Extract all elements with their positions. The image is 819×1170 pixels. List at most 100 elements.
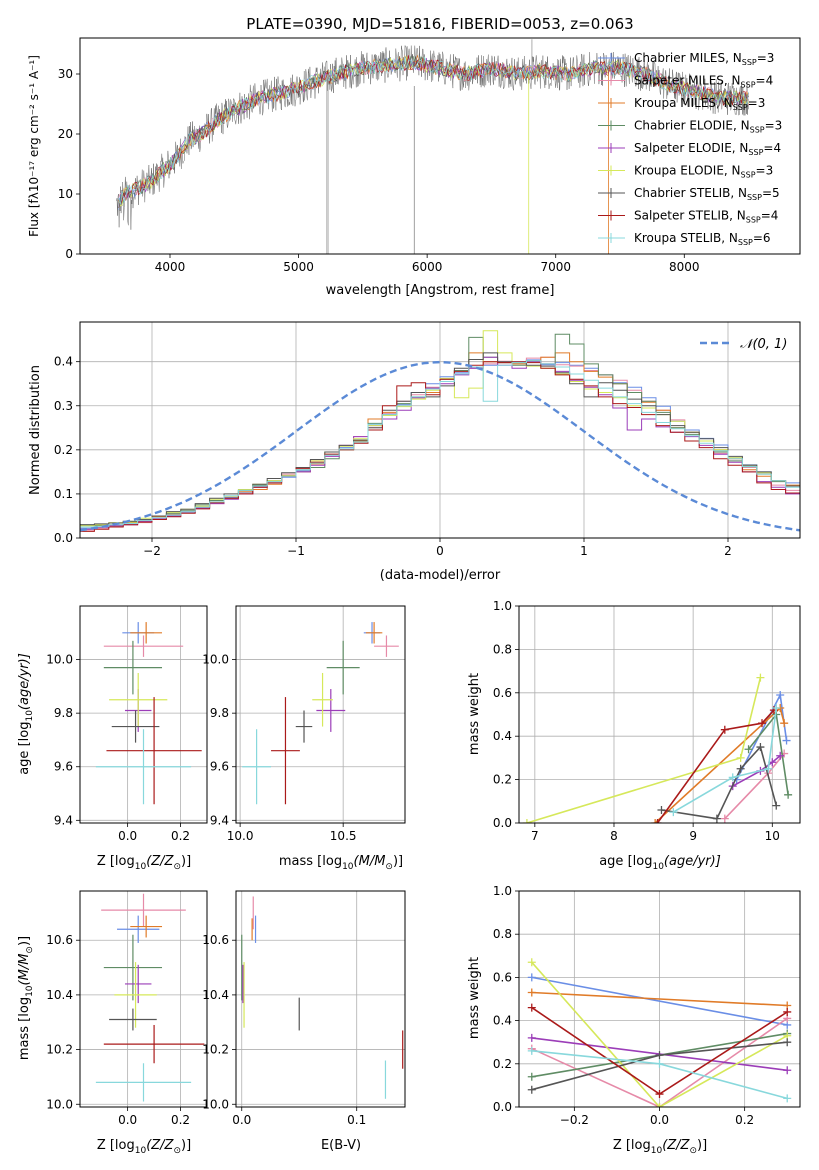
x-tick-label: 0.0: [118, 1113, 137, 1127]
axes-frame: [79, 605, 208, 824]
y-tick-label: 9.8: [210, 706, 229, 720]
wage-xlabel: age [log10(age/yr)]: [599, 854, 721, 872]
y-tick-label: 0.8: [493, 927, 512, 941]
x-tick-label: −2: [143, 544, 161, 558]
wz-ylabel: mass weight: [467, 957, 482, 1039]
mass-weight-marker: [655, 1090, 664, 1099]
mass-weight-marker: [669, 808, 678, 817]
y-tick-label: 30: [58, 67, 73, 81]
plot-area: [527, 958, 792, 1107]
mass-weight-marker: [776, 751, 785, 760]
mass-weight-marker: [764, 764, 773, 773]
plot-area: [242, 622, 399, 805]
residual-distribution-plot: −2 −1 0 1 2 0.0 0.1 0.2 0.3 0.4: [54, 321, 801, 558]
y-tick-label: 10.0: [46, 1097, 73, 1111]
age-vs-metallicity-plot: 0.0 0.2 9.4 9.6 9.8 10.0: [46, 605, 208, 843]
age-vs-mass-plot: 10.0 10.5 9.4 9.6 9.8 10.0: [202, 605, 406, 843]
mass-weight-marker: [776, 690, 785, 699]
mass-weight-marker: [527, 1072, 536, 1081]
y-tick-label: 10.4: [46, 988, 73, 1002]
y-tick-label: 10: [58, 187, 73, 201]
model-spectrum-line: [118, 55, 749, 208]
mass-weight-marker: [720, 725, 729, 734]
spectrum-legend: Chabrier MILES, NSSP=3 Salpeter MILES, NS…: [598, 51, 782, 247]
axes-frame: [518, 890, 801, 1108]
plot-area: [115, 39, 749, 254]
x-tick-label: 0.2: [171, 829, 190, 843]
y-tick-label: 0: [65, 247, 73, 261]
mass-weight-marker: [527, 1046, 536, 1055]
x-tick-label: 10.0: [227, 829, 254, 843]
x-tick-label: −1: [287, 544, 305, 558]
mass-weight-marker: [651, 819, 660, 823]
mass-weight-marker: [758, 719, 767, 728]
x-tick-label: 0.0: [650, 1113, 669, 1127]
x-tick-label: 7: [531, 829, 539, 843]
mass-weight-line: [672, 707, 778, 813]
spectrum-plot: 4000 5000 6000 7000 8000 0 10 20 30: [58, 37, 801, 274]
x-tick-label: 0.1: [347, 1113, 366, 1127]
y-tick-label: 0.0: [493, 816, 512, 830]
y-tick-label: 0.1: [54, 487, 73, 501]
mass-weight-marker: [756, 673, 765, 682]
x-tick-label: 0.0: [232, 1113, 251, 1127]
x-tick-label: 5000: [283, 260, 314, 274]
mass-weight-marker: [527, 1085, 536, 1094]
mass-weight-marker: [783, 1007, 792, 1016]
ebv-xlabel: E(B-V): [321, 1138, 361, 1153]
x-tick-label: 8: [610, 829, 618, 843]
y-tick-label: 0.0: [54, 531, 73, 545]
legend-label: Salpeter ELODIE, NSSP=4: [634, 141, 781, 157]
residuals-xlabel: (data-model)/error: [380, 568, 501, 583]
plot-area: [95, 622, 202, 805]
mass-weight-line: [531, 991, 788, 1007]
model-spectrum-line: [118, 55, 749, 205]
residual-histogram-step: [80, 360, 800, 538]
plot-area: [95, 893, 205, 1102]
plot-area: [241, 896, 404, 1099]
y-tick-label: 0.2: [54, 443, 73, 457]
mass-weight-marker: [527, 988, 536, 997]
x-tick-label: 0.2: [735, 1113, 754, 1127]
y-tick-label: 10.0: [202, 653, 229, 667]
y-tick-label: 10.2: [202, 1043, 229, 1057]
spectrum-xlabel: wavelength [Angstrom, rest frame]: [326, 283, 555, 298]
x-tick-label: 4000: [155, 260, 186, 274]
agez-xlabel: Z [log10(Z/Z⊙)]: [97, 854, 191, 872]
axes-frame: [235, 890, 406, 1108]
mass-weight-line: [531, 1017, 788, 1107]
mass-weight-marker: [736, 764, 745, 773]
y-tick-label: 0.6: [493, 686, 512, 700]
mass-weight-marker: [736, 753, 745, 762]
mass-weight-marker: [772, 801, 781, 810]
mass-weight-marker: [756, 743, 765, 752]
y-tick-label: 10.6: [46, 933, 73, 947]
mass-weight-marker: [720, 814, 729, 823]
gaussian-curve: [80, 360, 800, 532]
y-tick-label: 9.4: [210, 813, 229, 827]
gaussian-legend-label: 𝒩(0, 1): [740, 337, 787, 352]
wz-xlabel: Z [log10(Z/Z⊙)]: [613, 1138, 707, 1156]
mass-weight-marker: [527, 958, 536, 967]
x-tick-label: 1: [580, 544, 588, 558]
x-tick-label: 8000: [669, 260, 700, 274]
y-tick-label: 10.6: [202, 933, 229, 947]
mass-weight-marker: [657, 805, 666, 814]
mass-weight-marker: [527, 1033, 536, 1042]
mass-weight-marker: [655, 1103, 664, 1107]
massz-ylabel: mass [log10(M/M⊙)]: [17, 936, 35, 1060]
x-tick-label: −0.2: [560, 1113, 589, 1127]
mass-weight-marker: [712, 814, 721, 823]
mass-weight-marker: [772, 703, 781, 712]
mass-weight-marker: [744, 745, 753, 754]
plot-area: [522, 673, 793, 823]
wage-ylabel: mass weight: [467, 673, 482, 755]
x-tick-label: 0: [436, 544, 444, 558]
x-tick-label: 7000: [540, 260, 571, 274]
mass-weight-marker: [783, 1066, 792, 1075]
legend-label: Kroupa MILES, NSSP=3: [634, 96, 765, 112]
model-spectrum-line: [118, 55, 749, 209]
model-spectrum-line: [118, 55, 749, 205]
mass-weight-line: [656, 709, 775, 823]
